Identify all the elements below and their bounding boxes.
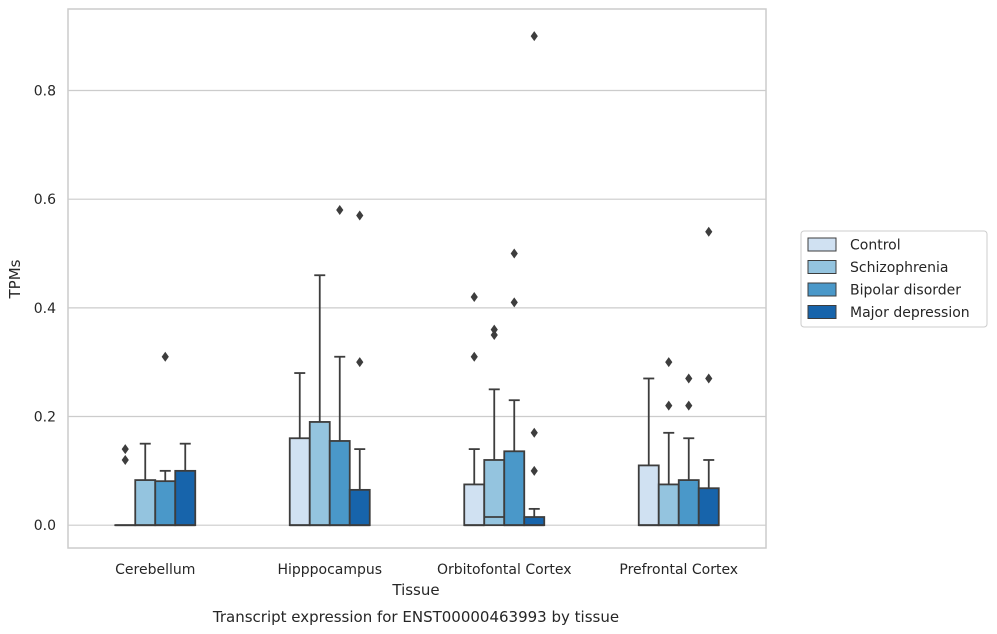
box-major-depression: [348, 210, 371, 527]
legend-label: Schizophrenia: [850, 260, 948, 276]
box-control: [637, 377, 660, 527]
outlier-point: [356, 210, 364, 221]
box-rect: [308, 421, 331, 527]
outlier-point: [336, 205, 344, 216]
box-bipolar-disorder: [154, 351, 177, 527]
box-rect: [134, 479, 157, 527]
box-major-depression: [174, 442, 197, 527]
box-schizophrenia: [483, 324, 506, 527]
legend-swatch: [807, 282, 837, 297]
outlier-point: [121, 454, 129, 465]
outlier-point: [470, 351, 478, 362]
boxes-layer: [114, 31, 720, 527]
x-tick-label: Cerebellum: [115, 562, 195, 578]
outlier-point: [685, 373, 693, 384]
box-rect: [483, 459, 506, 527]
box-rect: [174, 469, 197, 527]
box-control: [463, 291, 486, 527]
y-tick-label: 0.2: [34, 410, 56, 426]
box-schizophrenia: [657, 357, 680, 527]
y-axis-label: TPMs: [6, 259, 24, 299]
box-control: [114, 444, 137, 527]
x-axis-label: Tissue: [391, 581, 439, 599]
box-rect: [677, 479, 700, 527]
box-bipolar-disorder: [503, 248, 526, 527]
box-rect: [657, 483, 680, 527]
box-bipolar-disorder: [328, 205, 351, 527]
y-tick-label: 0.4: [34, 301, 56, 317]
outlier-point: [665, 357, 673, 368]
outlier-point: [470, 291, 478, 302]
legend-frame: [800, 230, 988, 328]
plot-frame: [67, 8, 767, 549]
box-rect: [154, 480, 177, 527]
y-tick-label: 0.6: [34, 192, 56, 208]
chart-caption: Transcript expression for ENST0000046399…: [212, 608, 619, 626]
x-tick-label: Prefrontal Cortex: [619, 562, 738, 578]
box-rect: [503, 450, 526, 527]
outlier-point: [685, 400, 693, 411]
box-rect: [637, 464, 660, 527]
outlier-point: [510, 248, 518, 259]
box-rect: [288, 437, 311, 527]
box-rect: [348, 488, 371, 527]
box-rect: [328, 440, 351, 527]
x-tick-label: Orbitofontal Cortex: [437, 562, 572, 578]
box-bipolar-disorder: [677, 373, 700, 527]
legend-swatch: [807, 305, 837, 319]
outlier-point: [490, 330, 498, 341]
legend-label: Bipolar disorder: [850, 283, 961, 299]
outlier-point: [705, 226, 713, 237]
box-schizophrenia: [308, 274, 331, 527]
legend-swatch: [807, 260, 837, 274]
y-tick-label: 0.8: [34, 84, 56, 100]
box-major-depression: [697, 226, 720, 527]
outlier-point: [530, 465, 538, 476]
outlier-point: [490, 324, 498, 335]
legend-label: Control: [850, 238, 901, 254]
box-schizophrenia: [134, 442, 157, 527]
outlier-point: [530, 427, 538, 438]
y-tick-labels: 0.0 0.2 0.4 0.6 0.8: [34, 84, 56, 535]
box-major-depression: [523, 31, 546, 527]
outlier-point: [510, 297, 518, 308]
legend-swatch: [807, 237, 837, 252]
x-tick-labels: Cerebellum Hipppocampus Orbitofontal Corte…: [115, 562, 738, 578]
legend: Control Schizophrenia Bipolar disorder Majo…: [800, 230, 988, 328]
legend-label: Major depression: [850, 305, 970, 321]
box-control: [288, 372, 311, 527]
outlier-point: [161, 351, 169, 362]
x-tick-label: Hipppocampus: [277, 562, 382, 578]
outlier-point: [665, 400, 673, 411]
outlier-point: [705, 373, 713, 384]
box-rect: [463, 483, 486, 527]
outlier-point: [356, 357, 364, 368]
box-rect: [697, 487, 720, 527]
box-rect: [523, 516, 546, 527]
y-tick-label: 0.0: [34, 518, 56, 534]
outlier-point: [121, 444, 129, 455]
outlier-point: [530, 31, 538, 42]
grid-lines: [68, 89, 766, 526]
